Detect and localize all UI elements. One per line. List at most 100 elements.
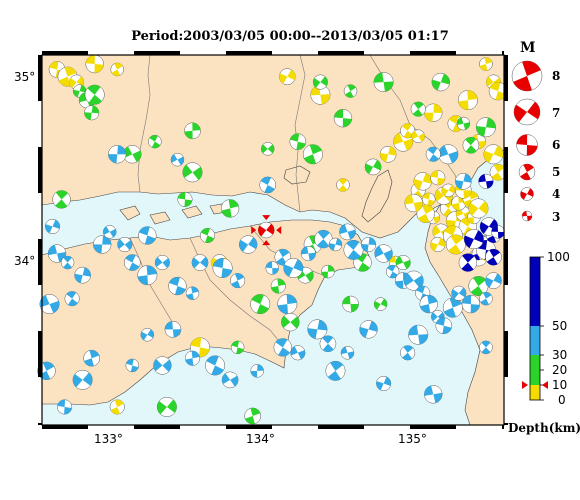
latest-event-beachball <box>257 221 275 239</box>
event-deep <box>359 320 378 339</box>
event-very-deep <box>485 248 502 266</box>
event-deep <box>125 358 140 373</box>
lat-label-34: 34° <box>14 254 35 268</box>
event-deep <box>283 258 304 278</box>
event-deep <box>259 176 277 194</box>
depth-bar-0-10 <box>530 385 540 400</box>
event-deep <box>424 385 443 404</box>
event-deep <box>154 255 170 271</box>
event-deep <box>137 265 158 286</box>
event-deep <box>64 291 80 307</box>
event-shallow <box>424 103 443 122</box>
event-shallow <box>413 172 432 191</box>
depth-label-0: 0 <box>558 393 566 407</box>
event-deep <box>239 235 258 254</box>
event-deep <box>102 225 117 239</box>
event-shallow <box>430 236 446 253</box>
mag-label-5: 5 <box>552 165 560 179</box>
event-deep <box>72 369 93 390</box>
event-deep <box>400 345 416 361</box>
event-deep <box>47 244 67 263</box>
depth-bar-50-100 <box>530 257 540 326</box>
event-mid <box>123 145 142 164</box>
event-very-deep <box>458 253 478 272</box>
event-deep <box>108 145 127 164</box>
event-mid <box>410 101 426 117</box>
event-deep <box>451 285 467 301</box>
depth-label-50: 50 <box>552 319 567 333</box>
event-deep <box>212 258 233 278</box>
event-shallow <box>451 195 467 211</box>
depth-unit-label: Depth(km) <box>508 421 580 435</box>
event-mid <box>312 74 328 90</box>
event-deep <box>479 291 493 306</box>
magnitude-symbol <box>511 60 543 92</box>
event-deep <box>153 356 172 375</box>
event-shallow <box>468 198 489 219</box>
event-deep <box>123 254 141 271</box>
event-shallow <box>441 183 456 198</box>
event-mid <box>199 227 216 244</box>
event-deep <box>343 239 364 260</box>
event-mid <box>462 136 480 154</box>
event-mid <box>177 191 193 207</box>
islands-west <box>119 203 227 225</box>
event-deep <box>44 218 61 235</box>
event-deep <box>307 319 328 340</box>
map-frame <box>38 51 508 429</box>
event-mid <box>84 105 100 121</box>
event-deep <box>230 273 246 289</box>
event-shallow <box>379 145 397 163</box>
event-shallow <box>109 399 125 415</box>
event-shallow <box>422 192 436 207</box>
event-deep <box>74 266 91 284</box>
event-mid <box>373 72 394 93</box>
event-deep <box>250 364 264 378</box>
map-title: Period:2003/03/05 00:00--2013/03/05 01:1… <box>131 29 449 44</box>
event-deep <box>425 146 441 162</box>
event-mid <box>230 340 245 355</box>
event-deep <box>325 360 346 381</box>
event-deep <box>273 338 292 357</box>
depth-label-10: 10 <box>552 378 567 392</box>
event-deep <box>340 346 355 360</box>
event-deep <box>455 172 472 190</box>
event-very-deep <box>478 173 494 189</box>
depth-label-100: 100 <box>547 250 570 264</box>
event-shallow <box>489 163 507 181</box>
event-deep <box>419 294 438 314</box>
event-shallow <box>483 144 504 165</box>
event-shallow <box>110 62 124 77</box>
events-layer <box>37 54 508 425</box>
latest-depth-indicator <box>522 381 548 389</box>
event-shallow <box>479 57 493 71</box>
event-mid <box>431 72 450 92</box>
event-mid <box>260 142 275 156</box>
event-deep <box>191 254 209 271</box>
event-deep <box>140 328 155 342</box>
magnitude-symbol <box>518 163 536 181</box>
event-deep <box>374 244 393 263</box>
event-mid <box>302 144 323 165</box>
event-deep <box>339 223 356 241</box>
event-deep <box>168 276 187 296</box>
event-deep <box>376 375 392 392</box>
event-deep <box>431 309 445 324</box>
event-mid <box>321 264 335 279</box>
mag-label-6: 6 <box>552 138 560 152</box>
lon-label-133: 133° <box>94 432 123 446</box>
event-deep <box>461 294 481 314</box>
event-mid <box>373 297 388 311</box>
event-mid <box>156 397 177 417</box>
event-mid <box>220 199 240 218</box>
event-mid <box>184 122 201 140</box>
event-mid <box>475 117 496 138</box>
event-mid <box>395 255 411 271</box>
event-deep <box>403 270 424 291</box>
event-shallow <box>430 170 446 186</box>
event-mid <box>148 134 162 149</box>
event-shallow <box>411 129 425 143</box>
event-deep <box>274 248 292 266</box>
depth-label-30: 30 <box>552 348 567 362</box>
